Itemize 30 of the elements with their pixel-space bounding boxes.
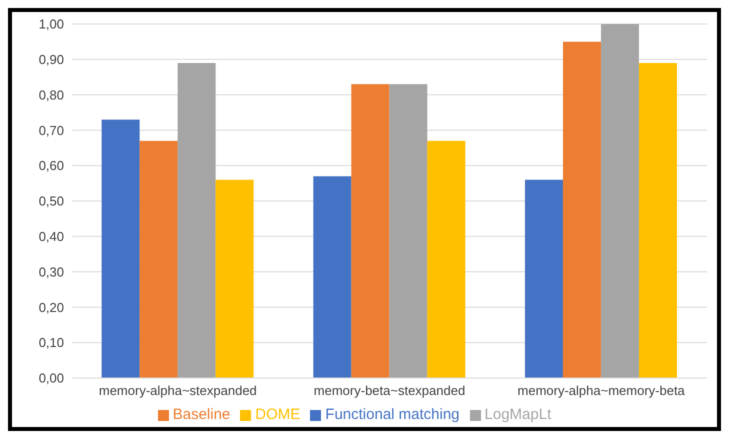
y-tick-label: 0,10 [38,335,64,350]
bar [351,84,390,378]
y-tick-label: 0,40 [38,229,64,244]
bar [562,42,601,378]
y-tick-label: 0,00 [38,370,64,386]
y-tick-label: 0,80 [38,87,64,102]
bar [140,140,178,378]
x-tick-label: memory-alpha~stexpanded [98,383,257,398]
bar [600,24,639,378]
bar [178,62,216,378]
legend-label: Functional matching [325,406,460,423]
legend-label: LogMapLt [484,406,552,423]
legend-label: Baseline [172,406,230,423]
bar [427,140,466,378]
y-tick-label: 0,70 [38,122,64,138]
y-tick-label: 0,20 [38,300,64,315]
x-tick-label: memory-alpha~memory-beta [518,383,686,398]
bar [524,180,563,378]
legend-label: DOME [255,406,300,423]
bar [102,120,140,378]
bar [313,176,352,378]
y-tick-label: 0,60 [38,158,64,174]
y-tick-label: 0,90 [38,52,64,68]
bar [389,84,428,378]
bar [216,180,254,378]
y-tick-label: 0,50 [38,194,64,209]
bar [638,62,677,378]
y-tick-label: 1,00 [38,16,64,32]
x-tick-label: memory-beta~stexpanded [314,383,466,398]
y-tick-label: 0,30 [38,264,64,280]
